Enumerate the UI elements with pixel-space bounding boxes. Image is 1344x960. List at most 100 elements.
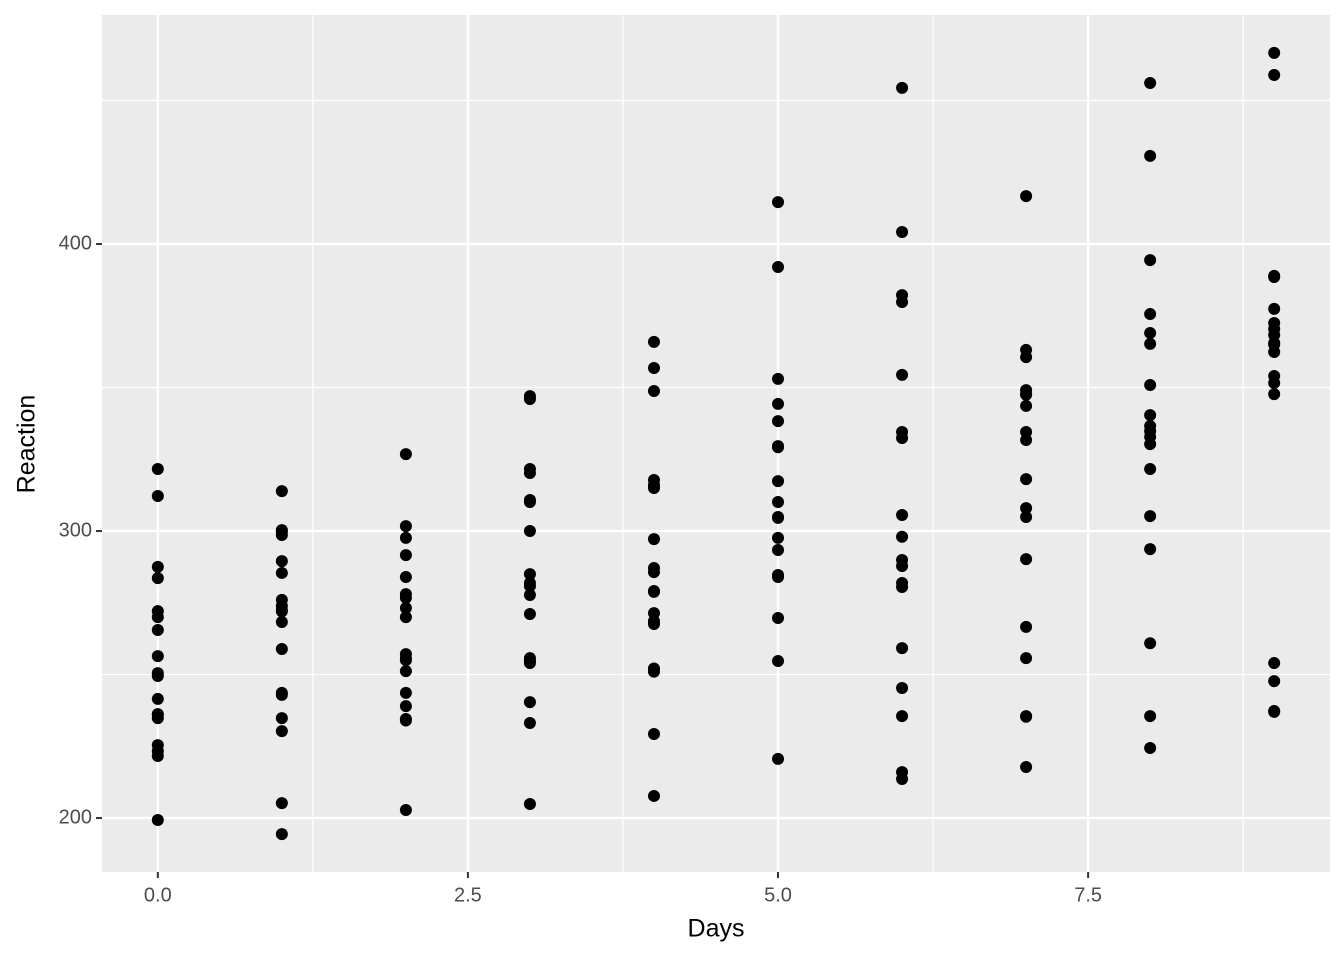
point (772, 260, 785, 273)
point (1268, 657, 1281, 670)
point (151, 669, 164, 682)
point (896, 225, 909, 238)
y-tick-label: 200 (59, 806, 92, 828)
x-tick-label: 7.5 (1074, 884, 1102, 906)
point (523, 525, 536, 538)
point (1020, 620, 1033, 633)
point (1144, 742, 1157, 755)
y-tick-label: 400 (59, 232, 92, 254)
point (399, 570, 412, 583)
point (772, 196, 785, 209)
point (523, 607, 536, 620)
point (896, 581, 909, 594)
point (772, 441, 785, 454)
point (772, 531, 785, 544)
x-tick-label: 0.0 (144, 884, 172, 906)
point (647, 789, 660, 802)
point (772, 655, 785, 668)
point (151, 750, 164, 763)
point (151, 650, 164, 663)
point (896, 560, 909, 573)
point (772, 475, 785, 488)
point (1020, 473, 1033, 486)
point (399, 700, 412, 713)
point (275, 712, 288, 725)
point (772, 496, 785, 509)
point (151, 712, 164, 725)
point (1020, 351, 1033, 364)
point (1144, 510, 1157, 523)
point (1020, 502, 1033, 515)
point (1144, 378, 1157, 391)
point (1144, 710, 1157, 723)
point (275, 566, 288, 579)
point (1268, 675, 1281, 688)
point (523, 467, 536, 480)
point (1268, 302, 1281, 315)
point (896, 682, 909, 695)
point (399, 601, 412, 614)
point (647, 362, 660, 375)
point (151, 611, 164, 624)
y-axis-title: Reaction (13, 395, 41, 494)
point (1144, 308, 1157, 321)
point (647, 481, 660, 494)
point (151, 463, 164, 476)
point (896, 710, 909, 723)
point (772, 415, 785, 428)
point (399, 665, 412, 678)
point (151, 692, 164, 705)
point (399, 549, 412, 562)
point (1268, 46, 1281, 59)
point (1144, 463, 1157, 476)
point (275, 555, 288, 568)
point (772, 570, 785, 583)
point (523, 657, 536, 670)
point (1020, 434, 1033, 447)
point (1020, 510, 1033, 523)
point (647, 335, 660, 348)
point (1020, 710, 1033, 723)
point (523, 568, 536, 581)
point (896, 296, 909, 309)
point (523, 580, 536, 593)
point (275, 616, 288, 629)
point (896, 432, 909, 445)
point (151, 490, 164, 503)
point (151, 814, 164, 827)
point (523, 797, 536, 810)
point (772, 752, 785, 765)
point (151, 560, 164, 573)
point (896, 508, 909, 521)
y-tick-label: 300 (59, 519, 92, 541)
point (1268, 376, 1281, 389)
point (275, 529, 288, 542)
x-tick-label: 5.0 (764, 884, 792, 906)
point (1144, 637, 1157, 650)
point (399, 686, 412, 699)
point (1268, 705, 1281, 718)
point (896, 766, 909, 779)
point (1144, 327, 1157, 340)
point (399, 591, 412, 604)
point (1268, 68, 1281, 81)
point (1144, 409, 1157, 422)
point (1144, 438, 1157, 451)
point (275, 688, 288, 701)
point (1020, 652, 1033, 665)
point (1144, 77, 1157, 90)
point (647, 727, 660, 740)
point (399, 611, 412, 624)
x-axis-title: Days (688, 915, 745, 943)
point (1268, 388, 1281, 401)
point (1268, 338, 1281, 351)
point (1020, 553, 1033, 566)
point (1144, 543, 1157, 556)
point (523, 496, 536, 509)
point (647, 665, 660, 678)
point (1020, 399, 1033, 412)
point (1144, 149, 1157, 162)
point (896, 81, 909, 94)
point (275, 485, 288, 498)
